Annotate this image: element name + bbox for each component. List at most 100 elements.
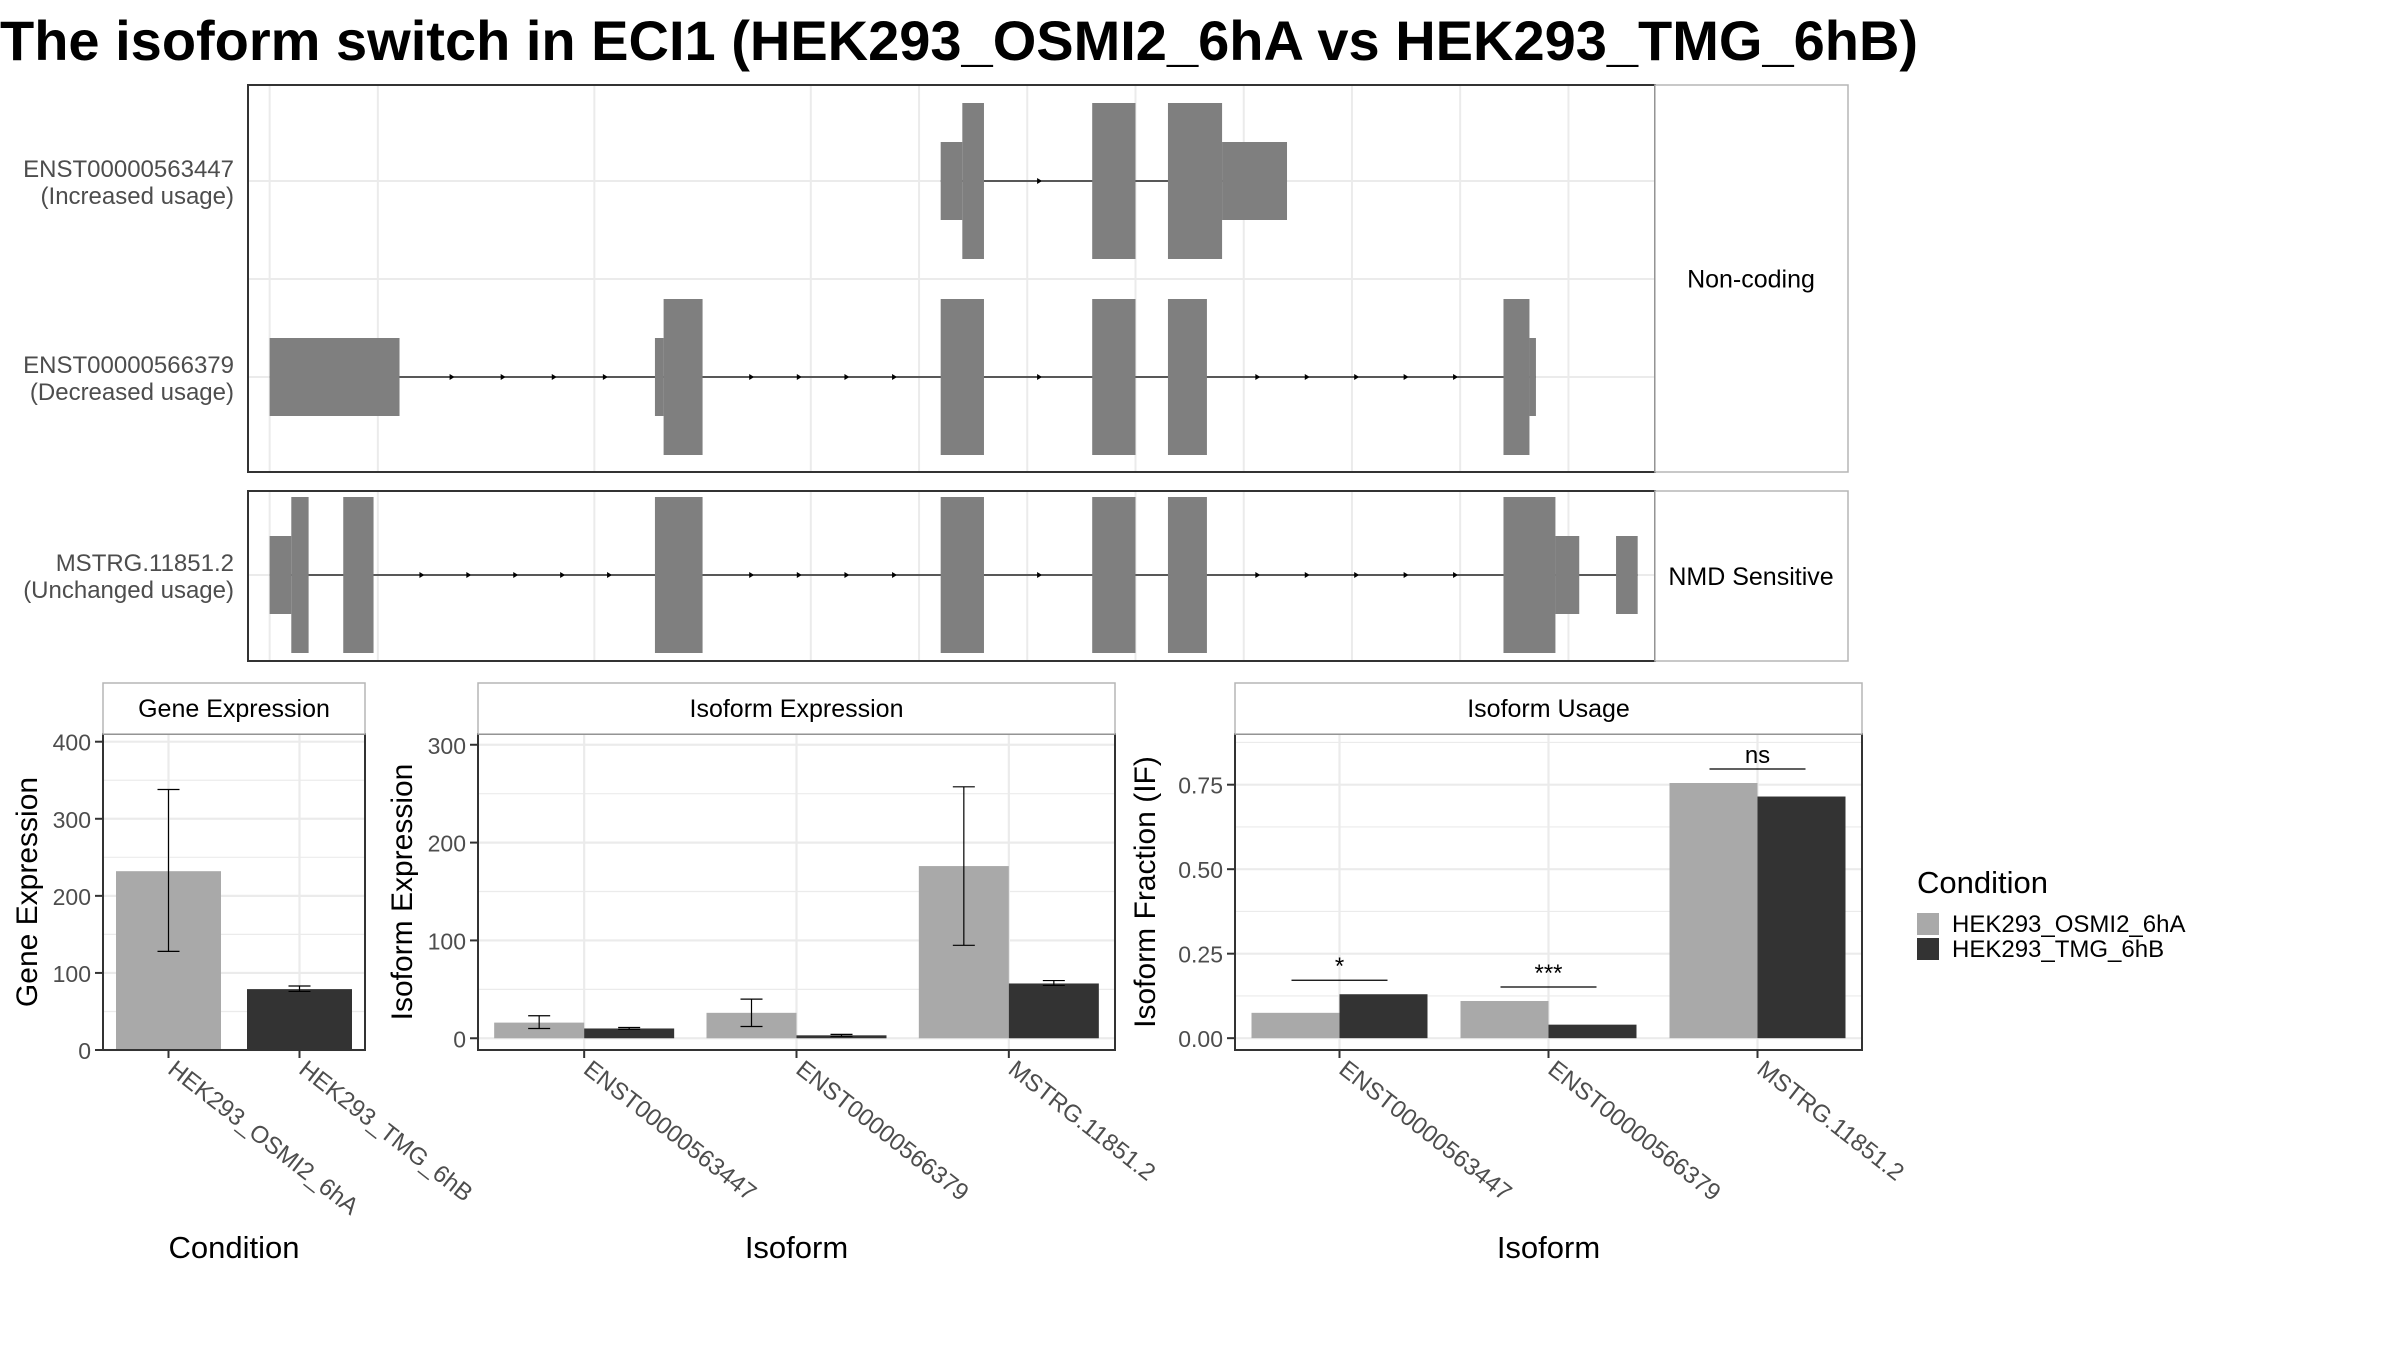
exon-block (1616, 536, 1638, 614)
chart-title: Isoform Usage (1467, 695, 1630, 723)
y-tick-label: 0.75 (1178, 773, 1223, 799)
y-tick-label: 200 (428, 831, 466, 857)
significance-label: *** (1534, 960, 1562, 987)
bar (1757, 796, 1846, 1039)
exon-block (269, 338, 400, 416)
y-tick-label: 0.50 (1178, 857, 1223, 883)
direction-arrow (1354, 572, 1360, 578)
bar (494, 1022, 585, 1039)
bar (1669, 783, 1758, 1039)
direction-arrow (1037, 572, 1043, 578)
direction-arrow (1037, 374, 1043, 380)
direction-arrow (1304, 374, 1310, 380)
bar (1460, 1000, 1549, 1039)
exon-block (940, 497, 984, 653)
direction-arrow (1255, 374, 1261, 380)
exon-block (1167, 299, 1207, 455)
isoform-id-label: ENST00000566379 (23, 352, 234, 379)
legend-label: HEK293_TMG_6hB (1952, 936, 2164, 963)
bar (1548, 1024, 1637, 1039)
x-tick-label: ENST00000566379 (791, 1055, 974, 1206)
exon-block (1529, 338, 1536, 416)
direction-arrow (607, 572, 613, 578)
x-tick-label: ENST00000563447 (1334, 1055, 1517, 1206)
y-tick-label: 0 (78, 1038, 91, 1064)
direction-arrow (1403, 374, 1409, 380)
legend-key (1917, 938, 1939, 960)
exon-block (1503, 299, 1530, 455)
facet-strip-label: Non-coding (1687, 266, 1815, 294)
exon-block (1092, 299, 1136, 455)
bar (584, 1028, 675, 1039)
direction-arrow (1403, 572, 1409, 578)
legend-title: Condition (1917, 865, 2048, 900)
chart-strip (102, 682, 366, 735)
direction-arrow (602, 374, 608, 380)
y-tick-label: 200 (53, 884, 91, 910)
chart-title: Gene Expression (138, 695, 330, 723)
direction-arrow (513, 572, 519, 578)
bar (1008, 983, 1099, 1039)
direction-arrow (1304, 572, 1310, 578)
direction-arrow (466, 572, 472, 578)
x-tick-label: ENST00000566379 (1543, 1055, 1726, 1206)
y-tick-label: 0.00 (1178, 1026, 1223, 1052)
exon-block (1222, 142, 1288, 220)
y-axis-label: Gene Expression (11, 777, 44, 1007)
y-tick-label: 0.25 (1178, 942, 1223, 968)
exon-block (1092, 103, 1136, 259)
isoform-usage-label: (Decreased usage) (30, 379, 234, 406)
y-axis-label: Isoform Fraction (IF) (1129, 756, 1162, 1028)
exon-block (940, 142, 963, 220)
y-axis-label: Isoform Expression (386, 764, 419, 1021)
chart-strip (1234, 682, 1863, 735)
y-tick-label: 400 (53, 730, 91, 756)
exon-block (1555, 536, 1580, 614)
legend-label: HEK293_OSMI2_6hA (1952, 911, 2185, 938)
facet-strip (1654, 84, 1849, 473)
exon-block (654, 338, 664, 416)
x-tick-label: MSTRG.11851.2 (1752, 1055, 1909, 1186)
isoform-usage-label: (Unchanged usage) (23, 577, 234, 604)
exon-block (1167, 497, 1207, 653)
x-axis-label: Condition (169, 1230, 300, 1265)
direction-arrow (1255, 572, 1261, 578)
direction-arrow (449, 374, 455, 380)
facet-strip (1654, 490, 1849, 662)
exon-block (654, 497, 703, 653)
direction-arrow (892, 572, 898, 578)
direction-arrow (892, 374, 898, 380)
y-tick-label: 300 (53, 807, 91, 833)
exon-block (663, 299, 703, 455)
exon-block (291, 497, 309, 653)
direction-arrow (749, 572, 755, 578)
direction-arrow (796, 374, 802, 380)
chart-strip (477, 682, 1116, 735)
direction-arrow (796, 572, 802, 578)
y-tick-label: 300 (428, 733, 466, 759)
direction-arrow (560, 572, 566, 578)
direction-arrow (1354, 374, 1360, 380)
x-axis-label: Isoform (745, 1230, 848, 1265)
direction-arrow (551, 374, 557, 380)
bar (247, 989, 352, 1050)
exon-block (962, 103, 984, 259)
y-tick-label: 100 (428, 928, 466, 954)
direction-arrow (419, 572, 425, 578)
bar (1339, 994, 1428, 1039)
exon-block (343, 497, 374, 653)
x-axis-label: Isoform (1497, 1230, 1600, 1265)
direction-arrow (500, 374, 506, 380)
direction-arrow (844, 572, 850, 578)
legend-key (1917, 913, 1939, 935)
y-tick-label: 0 (453, 1026, 466, 1052)
figure-title: The isoform switch in ECI1 (HEK293_OSMI2… (0, 9, 1919, 72)
isoform-id-label: ENST00000563447 (23, 156, 234, 183)
exon-block (1503, 497, 1556, 653)
x-tick-label: MSTRG.11851.2 (1003, 1055, 1160, 1186)
exon-block (1167, 103, 1223, 259)
y-tick-label: 100 (53, 961, 91, 987)
facet-strip-label: NMD Sensitive (1668, 563, 1833, 591)
chart-title: Isoform Expression (690, 695, 904, 723)
significance-label: * (1335, 953, 1344, 980)
